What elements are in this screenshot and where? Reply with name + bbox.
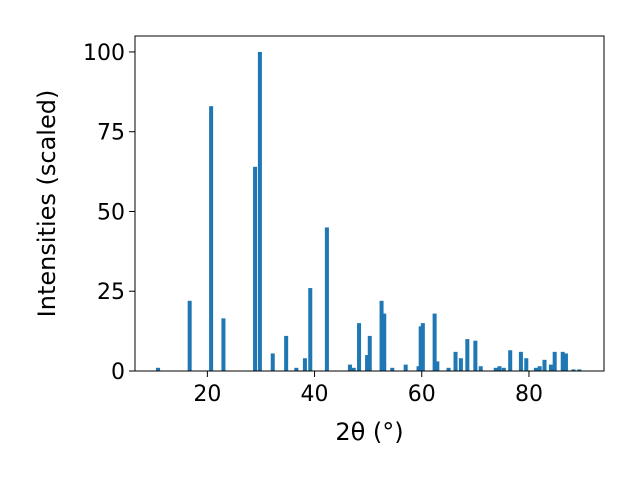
bar — [552, 351, 557, 371]
y-tick-label: 100 — [83, 41, 125, 66]
bar — [308, 288, 313, 371]
x-ticks: 20 40 60 80 — [193, 371, 543, 407]
bar — [253, 166, 258, 371]
bar — [284, 335, 289, 371]
bar — [432, 313, 437, 371]
y-tick-label: 25 — [97, 280, 125, 305]
bar — [420, 323, 425, 371]
bar — [563, 353, 568, 371]
bar — [270, 353, 275, 371]
bar — [351, 367, 356, 371]
bar — [524, 358, 529, 371]
bar — [209, 106, 214, 371]
x-axis-label: 2θ (°) — [335, 418, 403, 446]
bar — [435, 361, 440, 371]
bar — [497, 366, 502, 371]
bar — [324, 227, 329, 371]
bar — [577, 369, 582, 371]
bar — [518, 351, 523, 371]
y-axis-label: Intensities (scaled) — [33, 90, 61, 318]
bar — [416, 366, 421, 371]
bar — [453, 351, 458, 371]
bar — [357, 323, 362, 371]
y-tick-label: 75 — [97, 121, 125, 146]
plot-frame — [134, 35, 605, 372]
bar — [347, 364, 352, 371]
bar — [533, 367, 538, 371]
bar — [390, 367, 395, 371]
bar — [403, 364, 408, 371]
bar — [508, 350, 513, 371]
bars-group — [156, 51, 582, 371]
bar — [571, 369, 576, 371]
y-tick-label: 50 — [97, 200, 125, 225]
bar — [446, 367, 451, 371]
bar — [221, 318, 226, 371]
y-tick-label: 0 — [111, 360, 125, 385]
bar — [294, 367, 299, 371]
bar — [156, 367, 161, 371]
x-tick-label: 60 — [408, 382, 436, 407]
bar — [187, 300, 192, 371]
x-tick-label: 20 — [193, 382, 221, 407]
bar — [465, 339, 470, 371]
bar — [302, 358, 307, 371]
bar — [548, 364, 553, 371]
bar — [365, 355, 370, 371]
bar — [382, 313, 387, 371]
bar — [560, 351, 565, 371]
y-ticks: 0 25 50 75 100 — [83, 41, 135, 385]
bar — [379, 300, 384, 371]
bar — [501, 367, 506, 371]
bar — [537, 366, 542, 371]
bar — [458, 358, 463, 371]
x-tick-label: 40 — [301, 382, 329, 407]
bar — [257, 51, 262, 371]
x-tick-label: 80 — [515, 382, 543, 407]
bar — [478, 366, 483, 371]
bar — [542, 359, 547, 371]
bar — [367, 335, 372, 371]
bar — [473, 340, 478, 371]
bar — [493, 367, 498, 371]
bar — [418, 326, 423, 371]
